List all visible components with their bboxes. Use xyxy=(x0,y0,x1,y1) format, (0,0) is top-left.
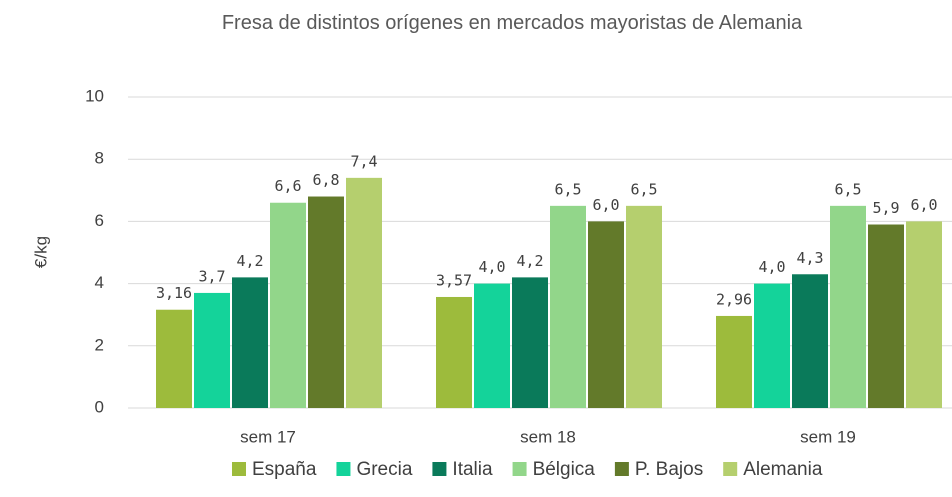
legend-label: Bélgica xyxy=(533,459,596,480)
legend-swatch xyxy=(432,462,447,476)
x-tick-label: sem 18 xyxy=(520,427,576,446)
bar xyxy=(906,221,942,408)
data-label: 3,7 xyxy=(198,267,225,285)
y-tick-label: 10 xyxy=(85,86,104,105)
bar xyxy=(754,283,790,408)
data-label: 6,0 xyxy=(592,196,619,214)
y-tick-label: 2 xyxy=(95,335,104,354)
data-label: 5,9 xyxy=(872,199,899,217)
legend-swatch xyxy=(614,462,629,476)
bar xyxy=(194,292,230,408)
data-label: 4,0 xyxy=(478,258,505,276)
data-label: 3,57 xyxy=(436,271,472,289)
bar xyxy=(232,277,268,408)
legend-swatch xyxy=(336,462,351,476)
chart-title: Fresa de distintos orígenes en mercados … xyxy=(221,12,803,34)
y-tick-label: 6 xyxy=(95,211,104,230)
x-tick-label: sem 19 xyxy=(800,427,856,446)
bar xyxy=(588,221,624,408)
data-label: 4,2 xyxy=(516,252,543,270)
data-label: 4,2 xyxy=(236,252,263,270)
data-label: 6,6 xyxy=(274,177,301,195)
bar xyxy=(626,205,662,408)
legend-swatch xyxy=(232,462,246,476)
data-label: 6,5 xyxy=(554,180,581,198)
x-tick-label: sem 17 xyxy=(240,427,296,446)
bar xyxy=(512,277,548,408)
bar xyxy=(550,205,586,408)
bar xyxy=(270,202,306,408)
legend-label: P. Bajos xyxy=(635,459,703,480)
y-tick-label: 8 xyxy=(95,149,104,168)
legend-label: Italia xyxy=(452,459,493,480)
bar xyxy=(308,196,344,408)
data-label: 6,5 xyxy=(630,180,657,198)
legend-swatch xyxy=(512,462,527,476)
bar xyxy=(868,224,904,408)
bar xyxy=(792,274,828,408)
legend-swatch xyxy=(723,462,738,476)
bar xyxy=(830,205,866,408)
bar xyxy=(474,283,510,408)
data-label: 3,16 xyxy=(156,284,192,302)
data-label: 4,0 xyxy=(758,258,785,276)
y-tick-label: 0 xyxy=(95,397,104,416)
data-label: 7,4 xyxy=(350,152,377,170)
y-tick-label: 4 xyxy=(95,273,104,292)
legend-label: Grecia xyxy=(356,459,412,480)
data-label: 2,96 xyxy=(716,290,752,308)
data-label: 6,8 xyxy=(312,171,339,189)
data-label: 6,0 xyxy=(910,196,937,214)
data-label: 6,5 xyxy=(834,180,861,198)
y-axis-label: €/kg xyxy=(31,236,50,268)
bar xyxy=(156,309,192,408)
bar xyxy=(346,177,382,408)
legend-label: Alemania xyxy=(743,459,823,480)
bar xyxy=(436,296,472,408)
bar xyxy=(716,315,752,408)
legend-label: España xyxy=(252,459,317,480)
data-label: 4,3 xyxy=(796,249,823,267)
